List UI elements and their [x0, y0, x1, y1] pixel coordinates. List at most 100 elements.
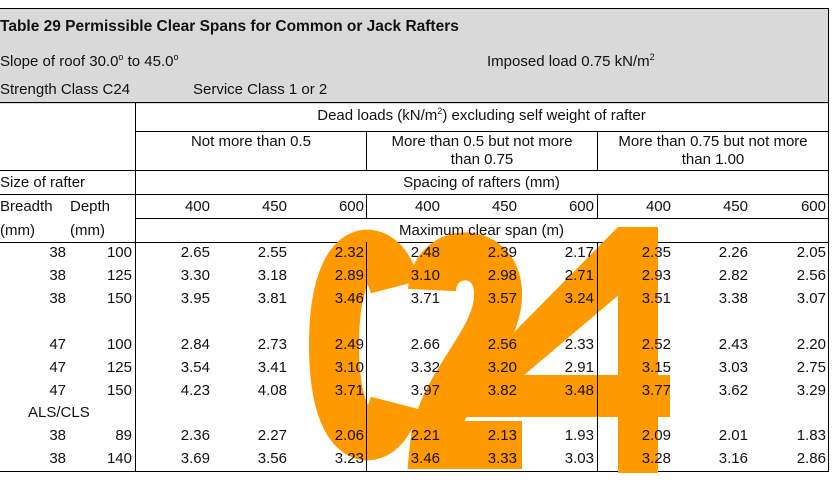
span-cell: 3.03: [718, 359, 748, 376]
span-cell: 2.56: [487, 336, 517, 353]
span-cell: 2.33: [564, 336, 594, 353]
rule: [597, 131, 598, 170]
dead-loads-header: Dead loads (kN/m2) excluding self weight…: [317, 106, 646, 125]
span-cell: 3.29: [796, 382, 826, 399]
watermark-letter-4: [460, 227, 670, 473]
spacing-400: 400: [414, 198, 440, 215]
spacing-450: 450: [491, 198, 517, 215]
depth-cell: 150: [106, 382, 132, 399]
span-cell: 3.10: [410, 267, 440, 284]
breadth-cell: 38: [49, 290, 66, 307]
span-cell: 2.39: [487, 244, 517, 261]
span-cell: 3.71: [334, 382, 364, 399]
watermark-letter-2: [407, 232, 522, 469]
span-cell: 3.48: [564, 382, 594, 399]
span-cell: 2.17: [564, 244, 594, 261]
depth-label: Depth: [70, 198, 111, 215]
rule: [366, 131, 367, 170]
depth-unit: (mm): [70, 222, 105, 239]
span-cell: 2.26: [718, 244, 748, 261]
table-title: Table 29 Permissible Clear Spans for Com…: [0, 18, 459, 35]
span-cell: 2.48: [410, 244, 440, 261]
rule: [597, 194, 598, 218]
span-cell: 2.73: [257, 336, 287, 353]
span-cell: 3.51: [641, 290, 671, 307]
spacing-600: 600: [800, 198, 826, 215]
span-cell: 2.27: [257, 427, 287, 444]
depth-cell: 89: [115, 427, 132, 444]
span-cell: 2.82: [718, 267, 748, 284]
breadth-unit: (mm): [0, 222, 35, 239]
span-cell: 2.35: [641, 244, 671, 261]
breadth-cell: 47: [49, 359, 66, 376]
depth-cell: 140: [106, 450, 132, 467]
span-cell: 2.43: [718, 336, 748, 353]
span-cell: 3.77: [641, 382, 671, 399]
span-cell: 2.20: [796, 336, 826, 353]
service-class: Service Class 1 or 2: [193, 81, 328, 98]
rule: [828, 102, 829, 472]
rule: [135, 131, 829, 132]
span-cell: 3.82: [487, 382, 517, 399]
span-cell: 2.86: [796, 450, 826, 467]
breadth-cell: 47: [49, 382, 66, 399]
span-cell: 3.41: [257, 359, 287, 376]
depth-cell: 125: [106, 359, 132, 376]
rule: [0, 170, 829, 171]
span-cell: 4.23: [180, 382, 210, 399]
spacing-600: 600: [338, 198, 364, 215]
rule: [135, 218, 829, 219]
spacing-400: 400: [184, 198, 210, 215]
span-cell: 2.01: [718, 427, 748, 444]
span-cell: 3.28: [641, 450, 671, 467]
slope-of-roof: Slope of roof 30.0o to 45.0o: [0, 52, 179, 71]
spacing-label: Spacing of rafters (mm): [403, 174, 560, 191]
span-cell: 3.07: [796, 290, 826, 307]
span-cell: 3.03: [564, 450, 594, 467]
span-cell: 3.15: [641, 359, 671, 376]
span-cell: 2.93: [641, 267, 671, 284]
spacing-450: 450: [722, 198, 748, 215]
watermark-letter-c: [308, 230, 420, 460]
rule: [0, 194, 829, 195]
span-cell: 3.97: [410, 382, 440, 399]
span-cell: 2.91: [564, 359, 594, 376]
span-cell: 2.56: [796, 267, 826, 284]
rule: [0, 471, 829, 472]
spacing-400: 400: [645, 198, 671, 215]
span-cell: 3.18: [257, 267, 287, 284]
span-cell: 3.16: [718, 450, 748, 467]
span-cell: 3.95: [180, 290, 210, 307]
span-cell: 3.30: [180, 267, 210, 284]
span-cell: 2.21: [410, 427, 440, 444]
load-group-3: More than 0.75 but not more than 1.00: [618, 133, 808, 168]
span-cell: 2.36: [180, 427, 210, 444]
rule: [0, 242, 829, 243]
watermark-lettering: [308, 227, 670, 473]
span-cell: 3.24: [564, 290, 594, 307]
span-cell: 2.05: [796, 244, 826, 261]
span-cell: 3.32: [410, 359, 440, 376]
rule: [135, 102, 136, 472]
span-cell: 2.65: [180, 244, 210, 261]
span-cell: 2.66: [410, 336, 440, 353]
span-cell: 2.98: [487, 267, 517, 284]
span-cell: 3.54: [180, 359, 210, 376]
span-cell: 3.62: [718, 382, 748, 399]
c24-watermark: [308, 227, 670, 473]
span-cell: 2.06: [334, 427, 364, 444]
span-cell: 2.75: [796, 359, 826, 376]
size-of-rafter-label: Size of rafter: [0, 174, 86, 191]
span-cell: 3.81: [257, 290, 287, 307]
table-header-band: [0, 8, 829, 104]
span-cell: 2.49: [334, 336, 364, 353]
span-cell: 3.69: [180, 450, 210, 467]
span-cell: 3.56: [257, 450, 287, 467]
span-cell: 3.33: [487, 450, 517, 467]
breadth-cell: 38: [49, 450, 66, 467]
depth-cell: 150: [106, 290, 132, 307]
breadth-cell: 47: [49, 336, 66, 353]
span-cell: 3.20: [487, 359, 517, 376]
span-cell: 3.10: [334, 359, 364, 376]
